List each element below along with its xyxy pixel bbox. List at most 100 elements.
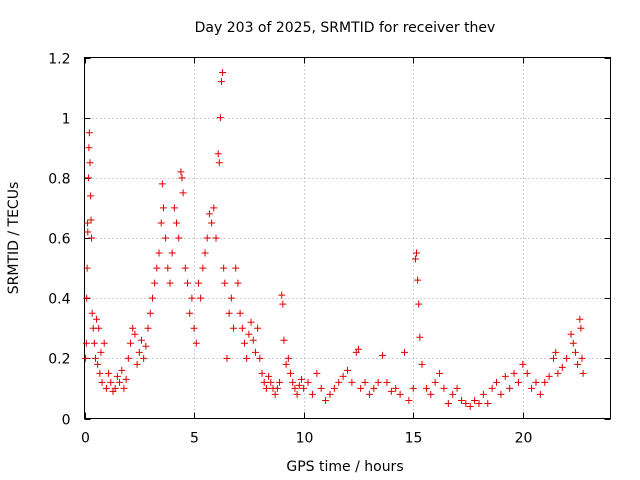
data-point	[449, 390, 457, 398]
data-point	[510, 369, 518, 377]
data-point	[289, 378, 297, 386]
data-point	[514, 378, 522, 386]
x-tick-label: 10	[296, 431, 314, 447]
y-tick-label: 1	[62, 112, 71, 128]
data-point	[279, 300, 287, 308]
data-point	[370, 384, 378, 392]
data-point	[190, 324, 198, 332]
data-point	[280, 336, 288, 344]
data-point	[462, 399, 470, 407]
data-point	[164, 264, 172, 272]
data-point	[140, 354, 148, 362]
x-tick-label: 20	[515, 431, 533, 447]
data-point	[550, 354, 558, 362]
data-point	[159, 204, 167, 212]
data-point	[158, 180, 166, 188]
data-point	[506, 384, 514, 392]
data-point	[300, 384, 308, 392]
data-point	[354, 345, 362, 353]
data-point	[453, 384, 461, 392]
data-point	[436, 369, 444, 377]
data-point	[243, 354, 251, 362]
data-point	[249, 336, 257, 344]
data-point	[133, 360, 141, 368]
data-point	[383, 378, 391, 386]
data-point	[94, 360, 102, 368]
data-point	[215, 159, 223, 167]
data-point	[124, 354, 132, 362]
data-point	[234, 279, 242, 287]
data-point	[471, 396, 479, 404]
data-point	[558, 363, 566, 371]
x-axis-title: GPS time / hours	[286, 459, 403, 475]
data-points	[82, 69, 587, 410]
data-point	[579, 369, 587, 377]
data-point	[374, 378, 382, 386]
data-point	[528, 384, 536, 392]
data-point	[265, 372, 273, 380]
data-point	[571, 348, 579, 356]
data-point	[201, 249, 209, 257]
data-point	[293, 390, 301, 398]
data-point	[267, 378, 275, 386]
data-point	[230, 324, 238, 332]
data-point	[576, 315, 584, 323]
data-point	[88, 309, 96, 317]
data-point	[396, 390, 404, 398]
data-point	[574, 360, 582, 368]
data-point	[427, 390, 435, 398]
data-point	[118, 366, 126, 374]
data-point	[308, 390, 316, 398]
data-point	[330, 384, 338, 392]
y-axis-title: SRMTID / TECUs	[6, 182, 22, 295]
data-point	[90, 339, 98, 347]
data-point	[184, 279, 192, 287]
data-point	[175, 234, 183, 242]
data-point	[304, 378, 312, 386]
y-tick-label: 1.2	[48, 52, 70, 68]
data-point	[116, 378, 124, 386]
data-point	[173, 219, 181, 227]
data-point	[567, 330, 575, 338]
data-point	[87, 192, 95, 200]
data-point	[135, 348, 143, 356]
data-point	[357, 384, 365, 392]
data-point	[87, 216, 95, 224]
data-point	[569, 339, 577, 347]
data-point	[122, 375, 130, 383]
data-point	[411, 255, 419, 263]
data-point	[181, 264, 189, 272]
data-point	[251, 348, 259, 356]
data-point	[155, 249, 163, 257]
data-point	[166, 279, 174, 287]
data-point	[217, 78, 225, 86]
data-point	[84, 219, 92, 227]
data-point	[232, 264, 240, 272]
data-point	[84, 228, 92, 236]
data-point	[278, 291, 286, 299]
data-point	[554, 369, 562, 377]
data-point	[93, 315, 101, 323]
data-point	[335, 378, 343, 386]
data-point	[203, 234, 211, 242]
data-point	[291, 384, 299, 392]
data-point	[105, 369, 113, 377]
data-point	[532, 378, 540, 386]
data-point	[137, 336, 145, 344]
data-point	[262, 384, 270, 392]
y-tick-label: 0.4	[48, 292, 70, 308]
data-point	[271, 390, 279, 398]
data-point	[221, 279, 229, 287]
y-tick-label: 0.6	[48, 232, 70, 248]
data-point	[400, 348, 408, 356]
data-point	[82, 354, 90, 362]
data-point	[113, 372, 121, 380]
data-point	[85, 129, 93, 137]
data-point	[361, 378, 369, 386]
grid-lines	[84, 57, 611, 419]
data-point	[120, 384, 128, 392]
data-point	[479, 390, 487, 398]
x-tick-label: 5	[190, 431, 199, 447]
data-point	[170, 204, 178, 212]
